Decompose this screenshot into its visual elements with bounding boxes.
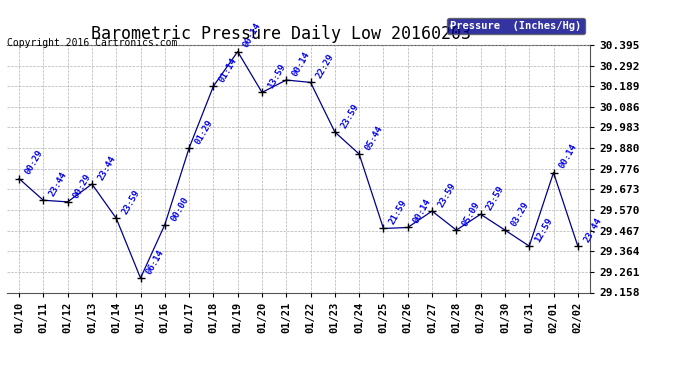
- Point: [184, 145, 195, 151]
- Text: 00:29: 00:29: [23, 149, 44, 177]
- Point: [524, 243, 535, 249]
- Text: 00:00: 00:00: [169, 195, 190, 222]
- Text: 06:14: 06:14: [145, 248, 166, 276]
- Point: [329, 129, 340, 135]
- Text: 03:29: 03:29: [509, 200, 531, 228]
- Point: [257, 89, 268, 95]
- Title: Barometric Pressure Daily Low 20160203: Barometric Pressure Daily Low 20160203: [91, 26, 471, 44]
- Text: 23:59: 23:59: [436, 181, 457, 209]
- Text: 00:14: 00:14: [412, 198, 433, 225]
- Point: [354, 151, 365, 157]
- Point: [451, 227, 462, 233]
- Text: Copyright 2016 Cartronics.com: Copyright 2016 Cartronics.com: [7, 38, 177, 48]
- Point: [38, 197, 49, 203]
- Point: [232, 49, 243, 55]
- Point: [426, 208, 437, 214]
- Legend: Pressure  (Inches/Hg): Pressure (Inches/Hg): [447, 18, 584, 34]
- Text: 00:14: 00:14: [290, 50, 312, 78]
- Point: [208, 83, 219, 89]
- Point: [110, 215, 121, 221]
- Text: 23:59: 23:59: [120, 188, 141, 216]
- Point: [402, 225, 413, 231]
- Text: 23:44: 23:44: [96, 154, 117, 182]
- Text: 23:59: 23:59: [339, 102, 360, 130]
- Text: 22:29: 22:29: [315, 53, 336, 80]
- Point: [500, 227, 511, 233]
- Point: [475, 211, 486, 217]
- Text: 23:59: 23:59: [485, 184, 506, 212]
- Point: [135, 275, 146, 281]
- Text: 00:29: 00:29: [72, 172, 93, 200]
- Text: 23:44: 23:44: [48, 170, 69, 198]
- Point: [378, 225, 389, 231]
- Text: 05:44: 05:44: [364, 124, 384, 152]
- Text: 01:14: 01:14: [217, 56, 239, 84]
- Text: 00:14: 00:14: [242, 22, 263, 50]
- Text: 13:59: 13:59: [266, 63, 287, 90]
- Text: 05:09: 05:09: [460, 200, 482, 228]
- Point: [159, 222, 170, 228]
- Point: [548, 170, 559, 176]
- Text: 12:59: 12:59: [533, 216, 555, 244]
- Text: 23:44: 23:44: [582, 216, 603, 244]
- Point: [62, 199, 73, 205]
- Text: 21:59: 21:59: [388, 198, 409, 226]
- Point: [305, 80, 316, 86]
- Point: [14, 176, 25, 181]
- Text: 01:29: 01:29: [193, 118, 215, 146]
- Text: 00:14: 00:14: [558, 143, 579, 171]
- Point: [281, 77, 292, 83]
- Point: [86, 181, 97, 187]
- Point: [572, 243, 583, 249]
